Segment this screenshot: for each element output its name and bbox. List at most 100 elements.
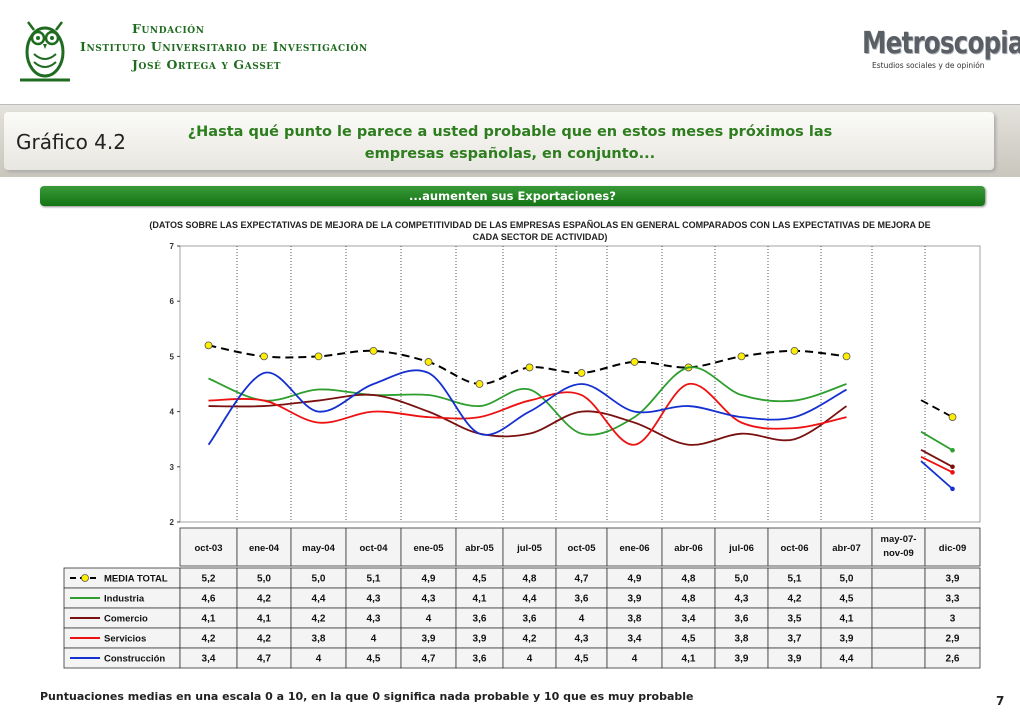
table-header-label: ene-06: [619, 543, 649, 554]
data-label: 3,5: [788, 614, 802, 625]
media-total-marker: [948, 413, 957, 422]
data-label: 3,9: [788, 654, 802, 665]
data-label: 4,2: [788, 594, 802, 605]
data-label: 3,6: [735, 614, 749, 625]
table-header-cell: [179, 527, 238, 567]
data-label: 4,1: [257, 614, 271, 625]
table-cell: [871, 647, 926, 669]
header: Fundación Instituto Universitario de Inv…: [0, 0, 1020, 100]
table-header-label: oct-06: [781, 543, 809, 554]
data-label: 3,6: [575, 594, 589, 605]
table-header-label: ene-04: [249, 543, 280, 554]
data-label: 3,4: [628, 634, 642, 645]
data-label: 4,9: [628, 574, 642, 585]
organization-name: Fundación Instituto Universitario de Inv…: [80, 20, 368, 74]
table-header-cell: [820, 527, 873, 567]
data-label: 4,2: [202, 634, 216, 645]
table-header-cell: [555, 527, 608, 567]
data-label: 4,8: [682, 594, 696, 605]
y-tick-label: 3: [170, 463, 175, 472]
table-header-label: abr-06: [674, 543, 703, 554]
data-label: 4,8: [523, 574, 537, 585]
data-label: 4,1: [682, 654, 696, 665]
table-cell: [871, 567, 926, 589]
data-label: 4: [316, 654, 322, 665]
data-label: 4,9: [422, 574, 436, 585]
data-label: 4: [632, 654, 638, 665]
data-label: 4,4: [523, 594, 537, 605]
data-label: 4,7: [257, 654, 271, 665]
table-header-label: dic-09: [939, 543, 966, 554]
data-label: 4,1: [840, 614, 854, 625]
table-cell: [871, 607, 926, 629]
data-label: 4,4: [312, 594, 326, 605]
media-total-marker: [525, 363, 534, 372]
data-label: 3,7: [788, 634, 802, 645]
table-cell: [924, 647, 981, 669]
subquestion-bar: ...aumenten sus Exportaciones?: [40, 186, 985, 206]
data-label: 3,3: [946, 594, 960, 605]
data-label: 4: [426, 614, 432, 625]
table-header-label: abr-05: [465, 543, 494, 554]
data-label: 3,9: [840, 634, 854, 645]
data-label: 4,2: [257, 594, 271, 605]
data-label: 3,8: [312, 634, 326, 645]
data-label: 4,1: [473, 594, 487, 605]
data-label: 4,3: [735, 594, 749, 605]
data-label: 3,4: [682, 614, 696, 625]
data-label: 4,5: [473, 574, 487, 585]
table-header-label: oct-03: [195, 543, 223, 554]
table-header-label: may-04: [302, 543, 335, 554]
y-tick-label: 6: [170, 297, 175, 306]
series-tail: [920, 460, 954, 490]
data-label: 3,9: [473, 634, 487, 645]
media-total-marker: [314, 352, 323, 361]
y-tick-label: 2: [170, 518, 175, 527]
data-label: 4: [579, 614, 585, 625]
table-cell: [871, 627, 926, 649]
media-total-marker: [737, 352, 746, 361]
media-total-marker: [842, 352, 851, 361]
table-header-cell: [924, 527, 981, 567]
data-label: 3,6: [473, 654, 487, 665]
org-line-3: José Ortega y Gasset: [132, 57, 282, 72]
data-label: 5,1: [367, 574, 381, 585]
footnote: Puntuaciones medias en una escala 0 a 10…: [40, 690, 694, 703]
slide-label: Gráfico 4.2: [16, 130, 126, 154]
y-tick-label: 7: [170, 242, 175, 251]
data-label: 4: [527, 654, 533, 665]
owl-logo-icon: [20, 21, 70, 82]
table-header-cell: [714, 527, 769, 567]
data-label: 3,4: [202, 654, 216, 665]
series-tail: [920, 449, 953, 468]
media-total-marker: [577, 369, 586, 377]
brand-name: Metroscopia: [862, 26, 1020, 61]
data-label: 4,7: [422, 654, 436, 665]
series-tail: [920, 456, 953, 474]
table-header-cell: [767, 527, 822, 567]
legend-label: Industria: [104, 594, 145, 605]
media-total-marker: [475, 380, 484, 388]
data-label: 3,9: [628, 594, 642, 605]
data-label: 4,4: [840, 654, 854, 665]
data-label: 2,9: [946, 634, 960, 645]
legend-label: Construcción: [104, 654, 165, 665]
media-total-marker: [369, 346, 378, 355]
series-line-comercio: [208, 393, 847, 446]
metroscopia-logo: Metroscopia Estudios sociales y de opini…: [858, 26, 1020, 78]
table-header-cell: [455, 527, 504, 567]
data-label: 4,8: [682, 574, 696, 585]
data-label: 4,1: [202, 614, 216, 625]
data-label: 4,3: [367, 614, 381, 625]
data-table: oct-03 ene-04 may-04 oct-04 ene-05 abr-05 jul-…: [63, 527, 981, 669]
data-label: 4,2: [523, 634, 537, 645]
media-total-marker: [630, 358, 639, 366]
data-label: 3,6: [523, 614, 537, 625]
table-header-label: nov-09: [883, 548, 914, 559]
data-label: 2,6: [946, 654, 960, 665]
data-label: 3,9: [735, 654, 749, 665]
data-label: 5,0: [312, 574, 326, 585]
data-label: 4: [371, 634, 377, 645]
series-tail: [920, 430, 953, 452]
